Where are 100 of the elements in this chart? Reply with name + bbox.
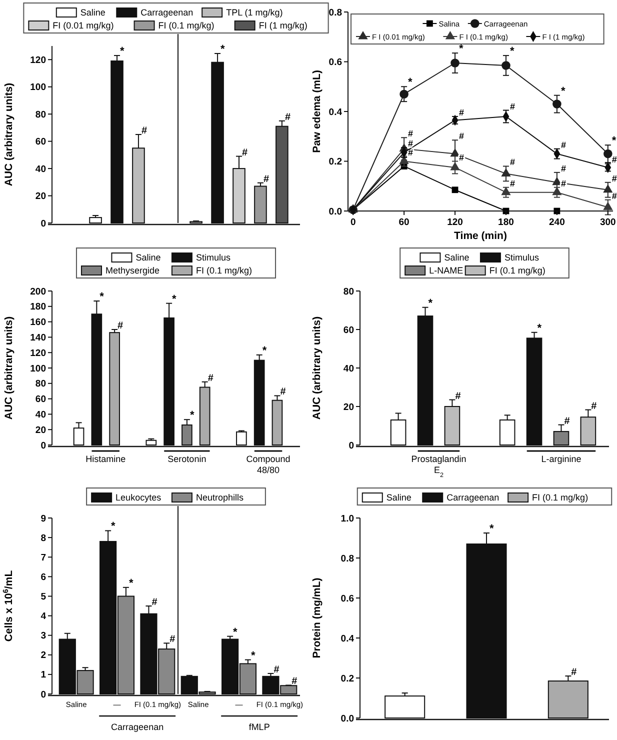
data-label: # (280, 386, 286, 398)
data-label: # (591, 400, 598, 412)
data-label: * (220, 43, 226, 56)
data-label: # (510, 178, 515, 188)
y-tick-label: 2 (40, 650, 46, 662)
data-label: * (612, 135, 617, 148)
data-label: # (408, 147, 414, 158)
y-tick-label: 120 (30, 54, 46, 66)
legend-label: Saline (444, 252, 470, 262)
data-label: # (284, 112, 291, 123)
data-label: # (560, 163, 566, 174)
data-label: # (459, 107, 464, 118)
y-tick-label: 1 (40, 670, 47, 681)
y-tick-label: 80 (35, 109, 46, 120)
data-label: # (612, 190, 617, 201)
legend-label: Methysergide (105, 266, 160, 276)
data-label: * (262, 344, 268, 357)
y-tick-label: 80 (35, 378, 46, 390)
legend-label: Stimulus (504, 252, 540, 262)
data-label: * (233, 626, 238, 638)
y-tick-label: 8 (40, 532, 46, 544)
data-label: # (510, 157, 515, 168)
y-tick-label: 40 (35, 410, 46, 420)
y-tick-label: 40 (343, 363, 354, 374)
data-label: * (408, 76, 414, 89)
data-label: # (612, 154, 617, 165)
y-tick-label: 160 (30, 317, 46, 328)
data-label: * (459, 43, 464, 56)
y-tick-label: 6 (40, 572, 46, 583)
legend-label: FI (0.1 mg/kg) (196, 266, 252, 276)
data-label: * (510, 46, 515, 58)
legend-label: Neutrophills (196, 492, 244, 502)
data-label: # (455, 390, 462, 402)
text: Carrageenan (111, 722, 164, 732)
y-tick-label: 3 (40, 630, 46, 642)
x-tick-label: Histamine (86, 454, 126, 464)
y-tick-label: 140 (30, 332, 46, 344)
data-label: * (537, 322, 542, 334)
data-label: # (170, 634, 176, 646)
data-label: # (571, 667, 578, 678)
y-tick-label: 60 (35, 394, 46, 406)
y-tick-label: 4 (40, 611, 47, 622)
y-axis-title: AUC (arbitrary units) (3, 316, 15, 420)
data-label: * (560, 85, 566, 98)
x-tick-label: Serotonin (168, 454, 206, 464)
y-tick-label: 0.0 (340, 713, 354, 724)
y-tick-label: 0.8 (328, 7, 342, 18)
y-tick-label: 0.2 (328, 156, 342, 168)
y-tick-label: 0 (40, 440, 46, 452)
legend-label: FI (0.01 mg/kg) (52, 20, 114, 30)
y-tick-label: 20 (343, 402, 354, 413)
x-tick-label: 240 (549, 217, 565, 228)
data-label: * (490, 523, 494, 535)
data-label: * (172, 293, 178, 306)
x-tick-label: 60 (398, 217, 410, 228)
data-label: # (263, 174, 270, 185)
data-label: * (111, 520, 116, 533)
data-label: * (128, 577, 134, 590)
data-label: # (208, 372, 214, 384)
legend-label: Carrageenan (140, 8, 194, 18)
y-tick-label: 100 (30, 82, 46, 94)
y-tick-label: 100 (30, 363, 46, 374)
legend-label: FI (0.1 mg/kg) (158, 20, 214, 30)
y-tick-label: 40 (35, 164, 46, 175)
x-tick-label: 300 (600, 217, 616, 228)
y-tick-label: 0.4 (340, 633, 355, 644)
y-tick-label: 9 (40, 513, 46, 524)
legend-label: TPL (1 mg/kg) (226, 8, 283, 18)
y-tick-label: 5 (40, 592, 47, 603)
data-label: # (292, 676, 298, 688)
legend-label: Stimulus (196, 252, 231, 262)
data-label: # (560, 140, 566, 150)
data-label: # (408, 128, 414, 139)
y-axis-title: Protein (mg/mL) (311, 578, 323, 658)
y-tick-label: 0.4 (328, 106, 343, 118)
legend-label: FI (0.1 mg/kg) (489, 266, 546, 276)
y-tick-label: 180 (30, 302, 46, 313)
y-tick-label: 0.6 (340, 593, 354, 604)
data-label: # (118, 320, 124, 332)
x-tick-label: 120 (447, 217, 463, 228)
data-label: * (120, 46, 125, 58)
x-tick-label: Prostaglandin E$_{2}$ (411, 454, 466, 478)
data-label: # (408, 138, 414, 149)
data-label: # (141, 126, 148, 136)
y-axis-title: AUC (arbitrary units) (311, 316, 323, 420)
data-label: # (510, 101, 515, 112)
legend-label: Saline (80, 8, 106, 18)
y-tick-label: 60 (343, 324, 354, 336)
y-tick-label: 0.2 (340, 673, 354, 684)
data-label: * (428, 297, 434, 310)
data-label: # (564, 416, 570, 427)
y-tick-label: 60 (35, 136, 46, 148)
legend-label: FI (0.1 mg/kg) (532, 492, 588, 502)
data-label: # (612, 173, 617, 184)
x-tick-label: 180 (498, 217, 514, 228)
y-tick-label: 200 (30, 286, 46, 298)
data-label: # (152, 597, 158, 608)
data-label: * (250, 650, 256, 662)
y-tick-label: 7 (40, 552, 46, 564)
y-tick-label: 0.6 (328, 57, 342, 68)
